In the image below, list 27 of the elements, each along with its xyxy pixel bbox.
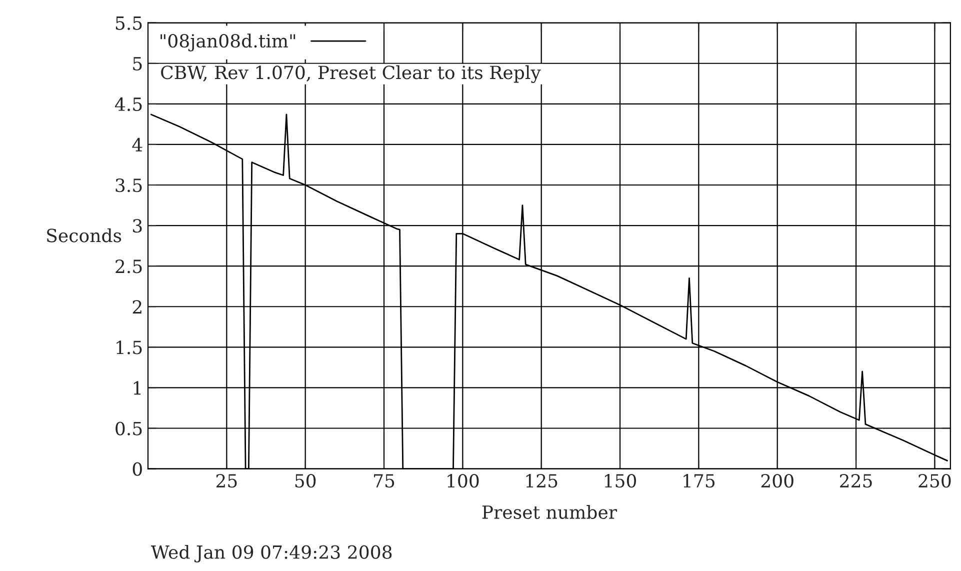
y-tick-label: 1: [134, 381, 141, 395]
y-tick-label: 4: [132, 138, 142, 152]
annotation: CBW, Rev 1.070, Preset Clear to its Reply: [161, 65, 541, 83]
y-tick-label: 5.5: [116, 16, 142, 30]
x-tick-label: 75: [374, 474, 394, 488]
y-tick-label: 2.5: [116, 260, 142, 274]
y-tick-label: 0: [132, 462, 142, 476]
y-tick-label: 3: [133, 219, 142, 233]
y-tick-label: 2: [132, 300, 142, 314]
y-tick-label: 4.5: [114, 97, 142, 112]
x-axis-title: Preset number: [482, 505, 618, 519]
x-tick-label: 175: [684, 474, 715, 488]
x-tick-label: 150: [604, 474, 636, 488]
x-tick-label: 250: [918, 474, 951, 488]
x-tick-label: 225: [840, 474, 872, 488]
legend-label: "08jan08d.tim": [160, 34, 296, 52]
x-tick-label: 200: [761, 474, 794, 488]
x-tick-label: 125: [526, 474, 558, 488]
y-tick-label: 5: [133, 57, 142, 70]
y-axis-title: Seconds: [47, 228, 122, 242]
text: Wed Jan 09 07:49:23 2008: [150, 544, 392, 562]
y-tick-label: 3.5: [116, 178, 142, 192]
y-tick-label: 1.5: [116, 340, 142, 354]
x-tick-label: 25: [216, 474, 237, 488]
x-tick-label: 100: [448, 474, 479, 488]
x-tick-label: 50: [295, 474, 316, 488]
y-tick-label: 0.5: [116, 422, 142, 436]
